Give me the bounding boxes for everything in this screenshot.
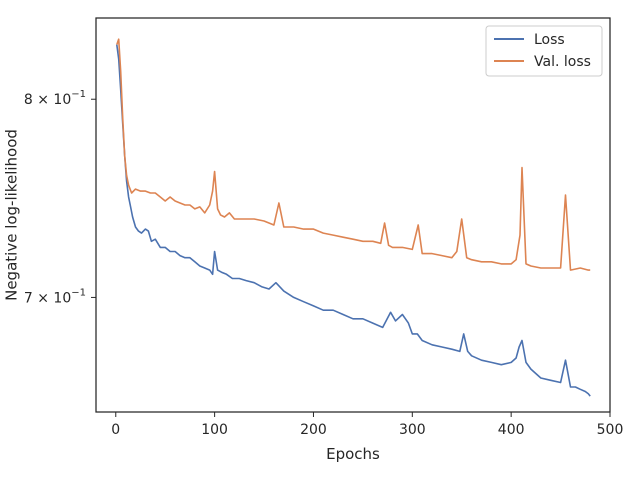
series-line-loss	[116, 44, 591, 397]
x-tick-label: 200	[300, 422, 327, 438]
y-tick-label: 8 × 10−1	[24, 89, 86, 108]
plot-frame	[95, 17, 611, 413]
y-tick-label: 7 × 10−1	[24, 287, 86, 306]
x-tick-label: 500	[597, 422, 624, 438]
y-axis-label: Negative log-likelihood	[3, 129, 21, 301]
y-axis: 7 × 10−1 8 × 10−1	[24, 89, 96, 306]
x-tick-label: 0	[111, 422, 120, 438]
x-tick-label: 300	[399, 422, 426, 438]
legend: Loss Val. loss	[485, 25, 603, 77]
legend-label-val-loss: Val. loss	[534, 54, 591, 70]
x-axis-label: Epochs	[326, 445, 380, 463]
plot-lines	[116, 38, 591, 397]
x-axis: 0 100 200 300 400 500	[111, 412, 623, 438]
series-line-val-loss	[116, 38, 591, 271]
x-tick-label: 400	[498, 422, 525, 438]
x-tick-label: 100	[201, 422, 228, 438]
legend-label-loss: Loss	[534, 32, 565, 48]
